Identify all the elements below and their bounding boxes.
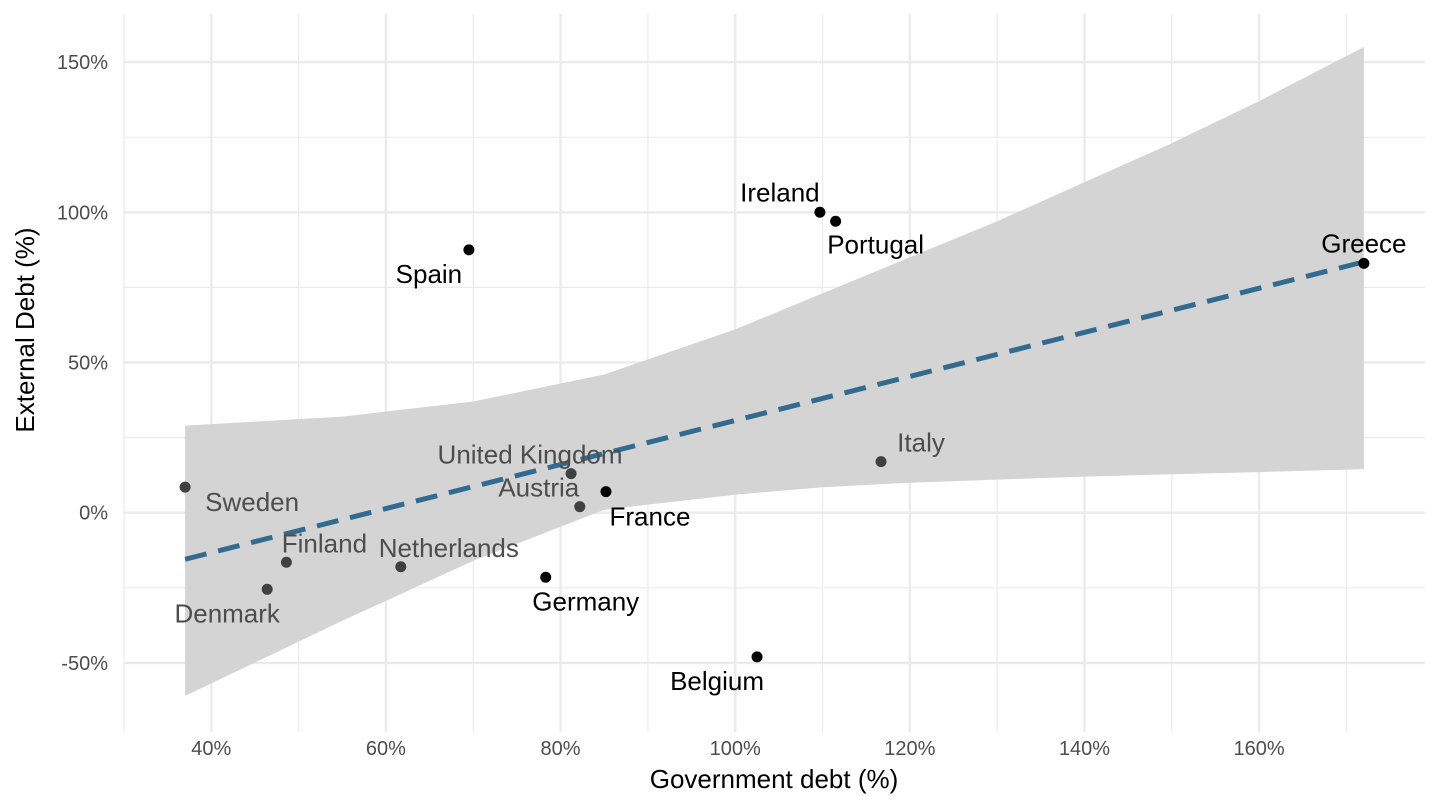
- confidence-band-layer: [185, 47, 1364, 696]
- x-tick-label: 140%: [1059, 738, 1110, 760]
- point-label-finland: Finland: [282, 528, 367, 558]
- point-belgium: [751, 651, 763, 663]
- point-label-netherlands: Netherlands: [379, 533, 519, 563]
- point-label-ireland: Ireland: [740, 177, 820, 207]
- point-denmark: [261, 583, 273, 595]
- x-tick-label: 160%: [1234, 738, 1285, 760]
- y-tick-label: 50%: [68, 352, 108, 374]
- y-tick-label: 0%: [79, 503, 108, 525]
- point-label-united-kingdom: United Kingdom: [438, 440, 623, 470]
- point-united-kingdom: [565, 468, 577, 480]
- point-greece: [1358, 257, 1370, 269]
- x-tick-label: 40%: [191, 738, 231, 760]
- point-label-denmark: Denmark: [174, 598, 280, 628]
- point-label-austria: Austria: [498, 473, 579, 503]
- point-austria: [574, 501, 586, 513]
- point-label-france: France: [610, 502, 691, 532]
- point-germany: [540, 571, 552, 583]
- confidence-band: [185, 47, 1364, 696]
- point-label-sweden: Sweden: [205, 487, 299, 517]
- points-layer: [179, 206, 1370, 663]
- y-axis-ticks: -50% 0% 50% 100% 150%: [57, 52, 108, 675]
- point-label-belgium: Belgium: [670, 666, 764, 696]
- point-finland: [280, 556, 292, 568]
- point-france: [600, 486, 612, 498]
- x-tick-label: 80%: [541, 738, 581, 760]
- point-italy: [875, 456, 887, 468]
- point-sweden: [179, 481, 191, 493]
- point-spain: [463, 244, 475, 256]
- point-label-greece: Greece: [1321, 228, 1406, 258]
- x-tick-label: 120%: [884, 738, 935, 760]
- x-axis-ticks: 40% 60% 80% 100% 120% 140% 160%: [191, 738, 1285, 760]
- point-label-spain: Spain: [396, 259, 463, 289]
- x-tick-label: 100%: [710, 738, 761, 760]
- point-label-germany: Germany: [532, 586, 639, 616]
- x-axis-title: Government debt (%): [650, 764, 899, 794]
- x-tick-label: 60%: [366, 738, 406, 760]
- point-portugal: [830, 215, 842, 227]
- point-label-italy: Italy: [897, 428, 945, 458]
- point-label-portugal: Portugal: [827, 229, 924, 259]
- point-ireland: [814, 206, 826, 218]
- y-tick-label: -50%: [61, 653, 108, 675]
- y-axis-title: External Debt (%): [10, 227, 40, 432]
- point-netherlands: [395, 561, 407, 573]
- y-tick-label: 150%: [57, 52, 108, 74]
- y-tick-label: 100%: [57, 202, 108, 224]
